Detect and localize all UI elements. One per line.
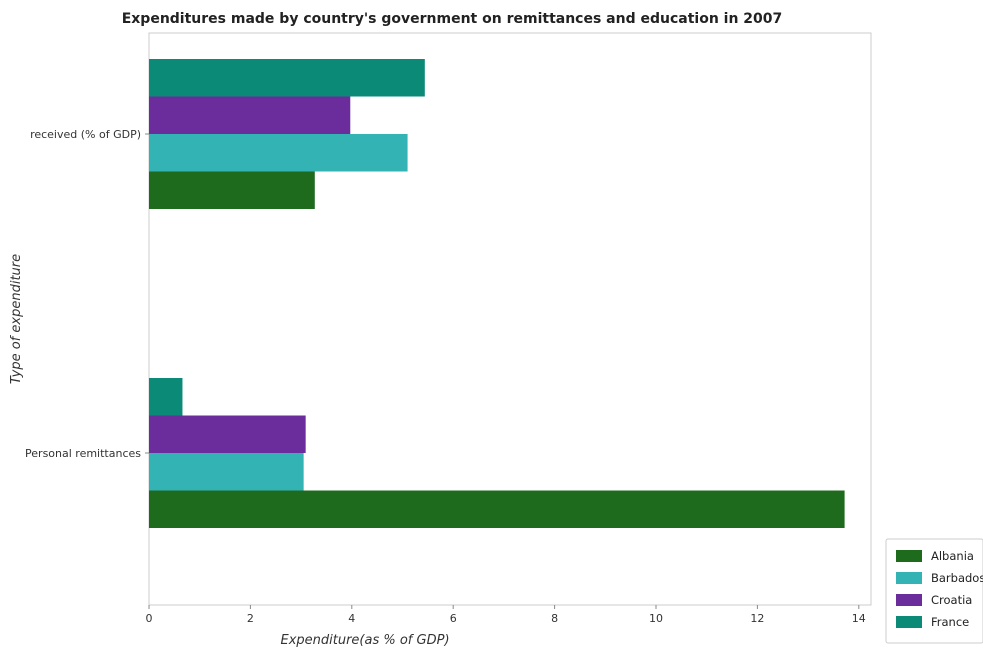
bar-croatia-1 — [149, 96, 351, 134]
chart-title: Expenditures made by country's governmen… — [122, 11, 783, 27]
x-tick-label: 2 — [247, 612, 254, 625]
legend-label-france: France — [931, 615, 969, 629]
y-axis: Personal remittances received (% of GDP) — [25, 128, 149, 460]
legend-swatch-croatia — [896, 594, 922, 606]
y-tick-label: Personal remittances — [25, 447, 141, 460]
bars-group — [149, 59, 845, 528]
x-tick-label: 10 — [649, 612, 663, 625]
x-tick-label: 6 — [450, 612, 457, 625]
bar-barbados-0 — [149, 453, 304, 491]
y-axis-label: Type of expenditure — [9, 254, 24, 384]
legend-swatch-france — [896, 616, 922, 628]
legend: Albania Barbados Croatia France — [885, 538, 983, 644]
bar-albania-0 — [149, 490, 845, 528]
legend-label-croatia: Croatia — [931, 593, 972, 607]
x-tick-label: 8 — [551, 612, 558, 625]
legend-label-albania: Albania — [931, 549, 974, 563]
y-tick-label: received (% of GDP) — [30, 128, 141, 141]
x-tick-label: 0 — [146, 612, 153, 625]
bar-barbados-1 — [149, 134, 408, 172]
x-tick-label: 14 — [852, 612, 866, 625]
bar-albania-1 — [149, 171, 315, 209]
bar-croatia-0 — [149, 415, 306, 453]
x-axis: 0 2 4 6 8 10 12 14 — [146, 604, 871, 625]
bar-france-1 — [149, 59, 425, 97]
legend-label-barbados: Barbados — [931, 571, 983, 585]
bar-france-0 — [149, 378, 183, 416]
legend-swatch-barbados — [896, 572, 922, 584]
legend-swatch-albania — [896, 550, 922, 562]
x-tick-label: 4 — [348, 612, 355, 625]
x-axis-label: Expenditure(as % of GDP) — [280, 633, 449, 648]
x-tick-label: 12 — [750, 612, 764, 625]
